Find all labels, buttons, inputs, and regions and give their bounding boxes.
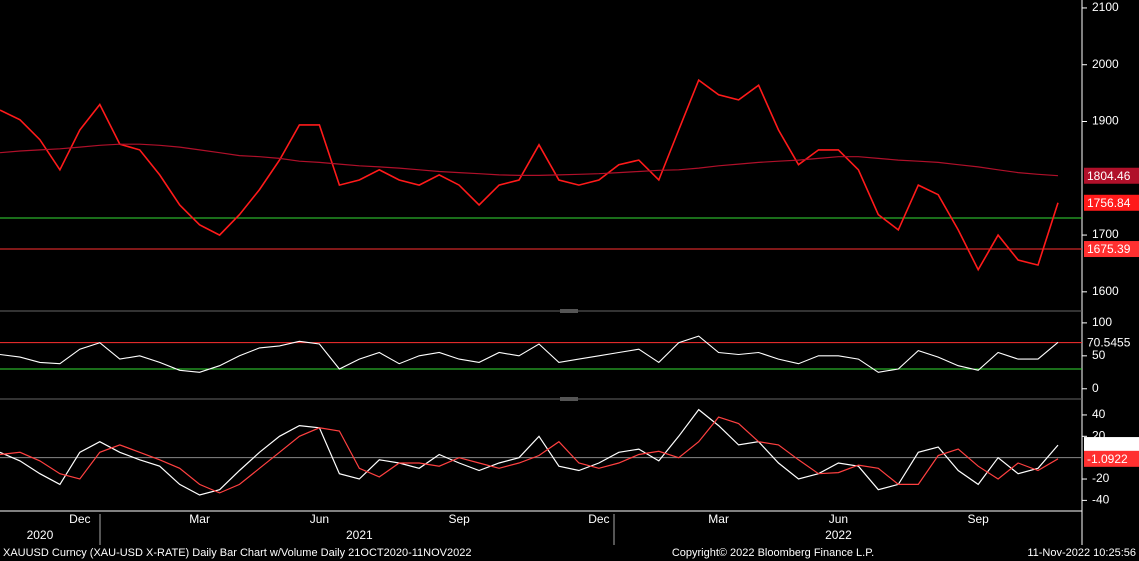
y-tick-label: 50 xyxy=(1092,348,1106,362)
series-line xyxy=(0,416,1059,494)
value-box xyxy=(1084,437,1139,454)
x-tick-label: Mar xyxy=(189,512,210,526)
value-label: 1675.39 xyxy=(1087,242,1131,256)
y-tick-label: -20 xyxy=(1092,471,1110,485)
x-tick-label: Jun xyxy=(310,512,329,526)
y-tick-label: 2000 xyxy=(1092,57,1119,71)
y-tick-label: 100 xyxy=(1092,315,1112,329)
x-tick-label: Sep xyxy=(448,512,470,526)
panel-handle xyxy=(560,397,578,401)
series-line xyxy=(0,335,1059,373)
series-line xyxy=(0,78,1059,272)
x-tick-label: Sep xyxy=(967,512,989,526)
y-tick-label: 1900 xyxy=(1092,114,1119,128)
value-box xyxy=(1084,194,1139,211)
footer-center: Copyright© 2022 Bloomberg Finance L.P. xyxy=(672,547,874,559)
value-label: 1804.46 xyxy=(1087,169,1131,183)
value-label: 11.8061 xyxy=(1087,438,1130,452)
y-tick-label: 1600 xyxy=(1092,284,1119,298)
footer-bar xyxy=(0,545,1139,561)
value-box xyxy=(1084,450,1139,467)
y-tick-label: 0 xyxy=(1092,381,1099,395)
x-tick-label: Dec xyxy=(69,512,90,526)
value-label: -1.0922 xyxy=(1087,452,1128,466)
value-box xyxy=(1084,241,1139,258)
x-year-label: 2022 xyxy=(825,528,852,542)
footer-left: XAUUSD Curncy (XAU-USD X-RATE) Daily Bar… xyxy=(3,547,471,559)
y-tick-label: -40 xyxy=(1092,493,1110,507)
panel-handle xyxy=(560,309,578,313)
y-tick-label: 2100 xyxy=(1092,0,1119,14)
footer-right: 11-Nov-2022 10:25:56 xyxy=(1027,547,1136,559)
x-tick-label: Dec xyxy=(588,512,609,526)
value-box xyxy=(1084,167,1139,184)
series-line xyxy=(0,143,1059,177)
x-year-label: 2020 xyxy=(27,528,54,542)
y-tick-label: 1700 xyxy=(1092,227,1119,241)
value-label: 70.5455 xyxy=(1087,335,1131,349)
x-year-label: 2021 xyxy=(346,528,373,542)
x-tick-label: Jun xyxy=(829,512,848,526)
value-label: 1756.84 xyxy=(1087,196,1131,210)
x-tick-label: Mar xyxy=(708,512,729,526)
value-box xyxy=(1084,334,1139,351)
y-tick-label: 40 xyxy=(1092,407,1106,421)
series-line xyxy=(0,408,1059,496)
